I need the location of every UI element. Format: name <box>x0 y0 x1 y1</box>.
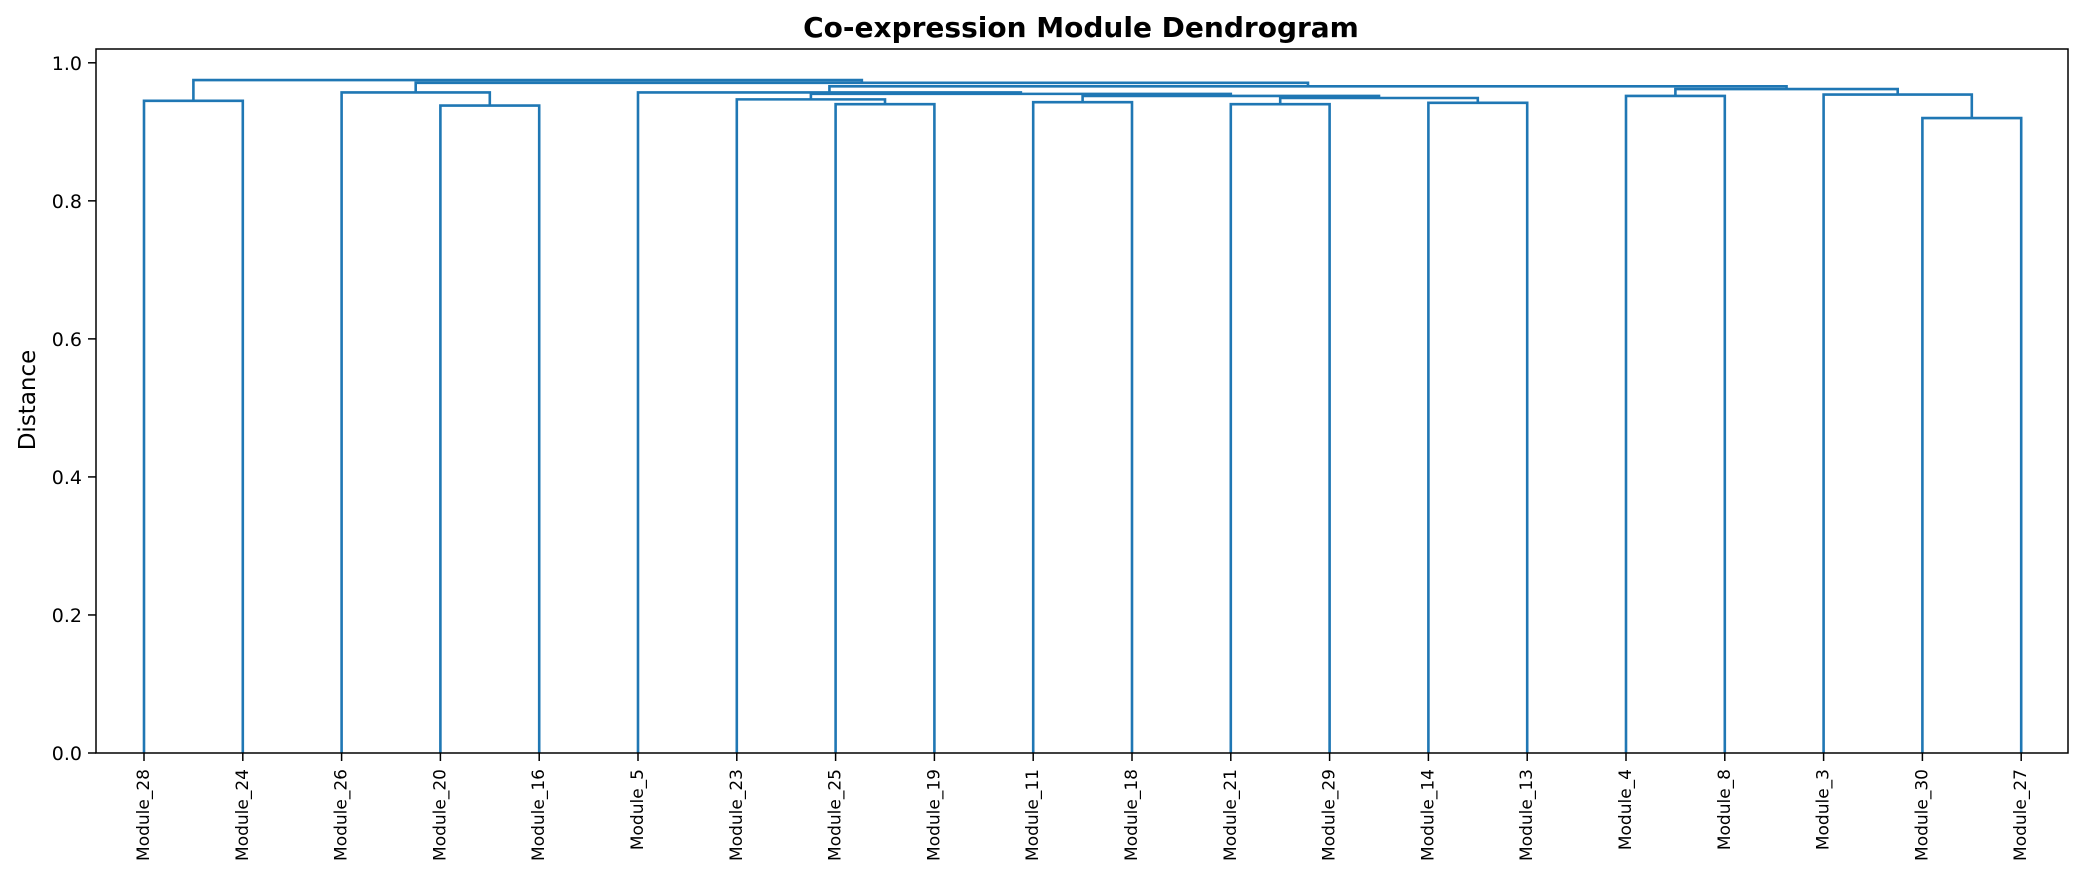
x-tick-label: Module_26 <box>332 769 352 861</box>
x-tick-label: Module_19 <box>924 769 944 861</box>
dendrogram-link <box>834 102 936 753</box>
dendrogram-link <box>1674 87 1899 96</box>
dendrogram-link <box>1624 94 1727 753</box>
y-tick-label: 0.2 <box>52 605 82 627</box>
dendrogram-link <box>735 98 887 753</box>
dendrogram-links <box>142 78 2023 753</box>
x-tick-label: Module_8 <box>1715 769 1735 850</box>
dendrogram-link <box>1921 116 2023 753</box>
x-tick-label: Module_14 <box>1418 769 1438 861</box>
y-tick-label: 0.4 <box>52 467 82 489</box>
dendrogram-link <box>828 84 1788 93</box>
plot-frame <box>95 48 2069 754</box>
dendrogram-link <box>636 91 1023 753</box>
dendrogram-link <box>1427 101 1529 753</box>
x-tick-label: Module_30 <box>1912 769 1932 861</box>
x-tick-label: Module_28 <box>134 769 154 861</box>
dendrogram-link <box>439 104 541 753</box>
y-tick-label: 1.0 <box>52 53 82 75</box>
y-axis-label: Distance <box>15 350 41 451</box>
x-tick-label: Module_23 <box>727 769 747 861</box>
y-tick-label: 0.6 <box>52 329 82 351</box>
x-tick-label: Module_3 <box>1814 769 1834 850</box>
y-tick-label: 0.0 <box>52 743 82 765</box>
x-tick-label: Module_24 <box>233 769 253 861</box>
x-tick-label: Module_5 <box>628 769 648 850</box>
x-axis: Module_28 Module_24 Module_26 Module_20 Modu… <box>134 753 2031 861</box>
dendrogram-link <box>1229 102 1331 753</box>
y-tick-label: 0.8 <box>52 191 82 213</box>
dendrogram-link <box>1031 100 1134 753</box>
dendrogram-link <box>414 81 1310 93</box>
dendrogram-link <box>192 78 864 101</box>
x-tick-label: Module_25 <box>826 769 846 861</box>
x-tick-label: Module_13 <box>1517 769 1537 861</box>
chart-title: Co-expression Module Dendrogram <box>803 11 1359 44</box>
x-tick-label: Module_18 <box>1122 769 1142 861</box>
x-tick-label: Module_27 <box>2011 769 2031 861</box>
dendrogram-link <box>1822 93 1974 753</box>
x-tick-label: Module_29 <box>1320 769 1340 861</box>
y-axis: 0.0 0.2 0.4 0.6 0.8 1.0 <box>52 53 96 765</box>
x-tick-label: Module_11 <box>1023 769 1043 861</box>
x-tick-label: Module_4 <box>1616 769 1636 850</box>
dendrogram-link <box>340 91 492 753</box>
x-tick-label: Module_21 <box>1221 769 1241 861</box>
x-tick-label: Module_16 <box>529 769 549 861</box>
x-tick-label: Module_20 <box>430 769 450 861</box>
dendrogram-link <box>142 99 245 753</box>
